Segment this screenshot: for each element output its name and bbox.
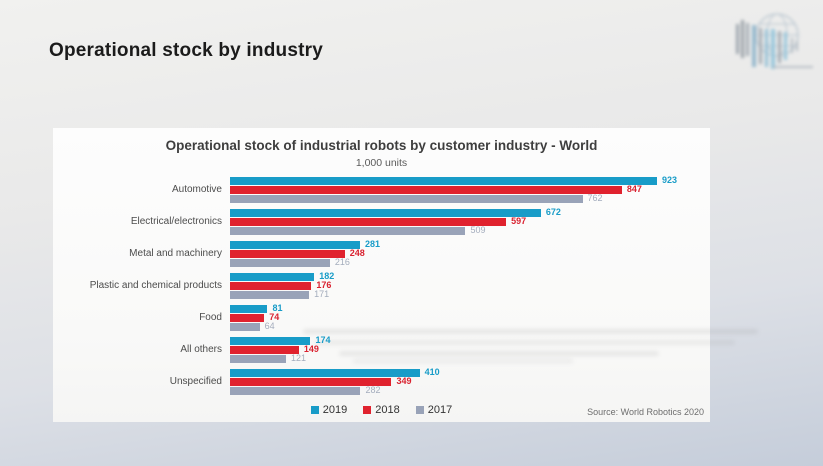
legend-label: 2018 [375, 404, 400, 416]
chart-title: Operational stock of industrial robots b… [165, 138, 598, 153]
bar-2019 [230, 240, 360, 249]
bar-2019 [230, 368, 420, 377]
bar-value-label: 509 [470, 225, 486, 235]
bar-value-label: 216 [334, 257, 350, 267]
bar-value-label: 248 [349, 248, 365, 258]
bar-2018 [230, 185, 622, 194]
category-label: Electrical/electronics [130, 216, 222, 227]
bar-value-label: 174 [315, 335, 331, 345]
bar-value-label: 281 [364, 239, 381, 249]
bar-2017 [230, 354, 286, 363]
bar-value-label: 349 [396, 376, 412, 386]
bar-2017 [230, 194, 583, 203]
blur-artifact [303, 329, 758, 334]
chart-row: Electrical/electronics 672 597 509 [53, 208, 657, 235]
legend-item-2017: 2017 [415, 404, 453, 416]
bar-value-label: 847 [626, 184, 642, 194]
category-label: Automotive [171, 184, 222, 195]
legend-swatch-icon [310, 406, 319, 414]
bar-2018 [230, 313, 265, 322]
bar-2017 [230, 386, 361, 395]
bar-2017 [230, 322, 260, 331]
bar-2018 [230, 249, 345, 258]
bar-value-label: 597 [511, 216, 527, 226]
bar-value-label: 149 [303, 344, 319, 354]
bar-2019 [230, 208, 541, 217]
bar-value-label: 282 [365, 385, 381, 395]
chart-row: Unspecified 410 349 282 [53, 368, 657, 395]
category-label: Unspecified [169, 376, 222, 387]
legend-label: 2017 [427, 404, 453, 416]
bar-value-label: 74 [269, 312, 280, 322]
legend-swatch-icon [415, 406, 424, 414]
chart-rows: Automotive 923 847 762 Electrical/electronic… [53, 176, 677, 400]
bar-2017 [230, 226, 466, 235]
blur-artifact [315, 340, 735, 345]
blur-artifact [353, 359, 573, 363]
category-label: Plastic and chemical products [89, 280, 222, 291]
bar-2019 [230, 272, 315, 281]
bar-2019 [230, 336, 311, 345]
bar-2018 [230, 217, 507, 226]
bar-2018 [230, 345, 299, 354]
bar-value-label: 64 [264, 321, 275, 331]
chart-panel: Operational stock of industrial robots b… [53, 128, 758, 422]
bar-value-label: 176 [316, 280, 332, 290]
legend-item-2019: 2019 [310, 404, 348, 416]
bar-value-label: 672 [545, 207, 561, 217]
bar-value-label: 410 [424, 367, 440, 377]
ifr-globe-logo-icon [736, 13, 813, 69]
bar-value-label: 182 [319, 271, 335, 281]
bar-2019 [230, 304, 268, 313]
category-label: Food [199, 312, 222, 323]
bar-value-label: 81 [272, 303, 283, 313]
bar-value-label: 762 [587, 193, 603, 203]
source-note: Source: World Robotics 2020 [587, 407, 704, 417]
chart-row: Metal and machinery 281 248 216 [53, 240, 657, 267]
bar-value-label: 923 [662, 175, 678, 185]
chart-row: Plastic and chemical products 182 176 171 [53, 272, 657, 299]
bar-2018 [230, 281, 312, 290]
bar-value-label: 121 [290, 353, 306, 363]
legend-label: 2019 [322, 404, 348, 416]
chart-legend: 2019 2018 2017 [53, 404, 710, 416]
bar-2017 [230, 258, 330, 267]
legend-swatch-icon [363, 406, 372, 414]
bar-2019 [230, 176, 657, 185]
bar-2017 [230, 290, 310, 299]
chart-row: All others 174 149 121 [53, 336, 657, 363]
blur-artifact [339, 351, 659, 356]
legend-item-2018: 2018 [363, 404, 400, 416]
page-title: Operational stock by industry [49, 40, 323, 61]
bar-2018 [230, 377, 392, 386]
category-label: Metal and machinery [129, 248, 222, 259]
chart-row: Food 81 74 64 [53, 304, 657, 331]
category-label: All others [180, 344, 222, 355]
bar-value-label: 171 [314, 289, 330, 299]
chart-subtitle: 1,000 units [355, 157, 408, 169]
chart-row: Automotive 923 847 762 [53, 176, 677, 203]
